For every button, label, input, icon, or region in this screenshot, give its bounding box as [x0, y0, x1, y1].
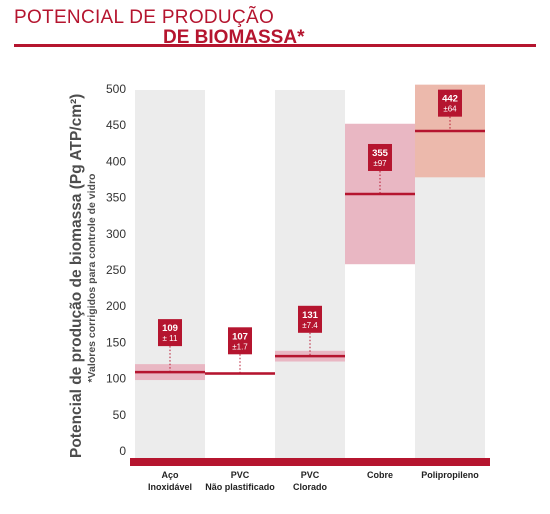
error-label: ±97 [373, 159, 387, 168]
value-label-box [368, 143, 392, 171]
y-tick-label: 0 [119, 444, 126, 458]
column-stripe [275, 90, 345, 458]
baseline-bar [130, 458, 490, 466]
value-label-box [158, 319, 182, 347]
category-label: Inoxidável [148, 482, 192, 492]
column-stripe [135, 90, 205, 458]
category-label: Clorado [293, 482, 328, 492]
y-tick-label: 500 [106, 82, 126, 96]
category-label: Não plastificado [205, 482, 275, 492]
y-tick-label: 250 [106, 263, 126, 277]
y-tick-label: 400 [106, 154, 126, 168]
category-label: PVC [231, 470, 250, 480]
category-label: Polipropileno [421, 470, 479, 480]
value-label: 355 [372, 148, 389, 159]
y-tick-label: 50 [113, 408, 127, 422]
y-tick-label: 200 [106, 299, 126, 313]
value-label: 131 [302, 310, 319, 321]
value-label: 442 [442, 94, 458, 105]
value-label-box [298, 305, 322, 333]
value-label-box [438, 89, 462, 117]
value-label: 109 [162, 323, 178, 334]
error-label: ±7.4 [302, 321, 318, 330]
error-label: ± 11 [163, 334, 178, 343]
y-tick-label: 350 [106, 191, 126, 205]
category-label: Cobre [367, 470, 393, 480]
chart-title-line1: POTENCIAL DE PRODUÇÃO [14, 7, 275, 28]
y-tick-label: 450 [106, 118, 126, 132]
title-underline [14, 44, 536, 47]
category-label: PVC [301, 470, 320, 480]
category-label: Aço [161, 470, 179, 480]
value-label: 107 [232, 331, 248, 342]
value-label-box [228, 327, 252, 355]
error-label: ±1.7 [232, 342, 248, 351]
chart-title-line2: DE BIOMASSA* [163, 27, 305, 48]
y-tick-label: 100 [106, 372, 126, 386]
y-tick-label: 300 [106, 227, 126, 241]
y-tick-label: 150 [106, 335, 126, 349]
error-label: ±64 [443, 105, 457, 114]
